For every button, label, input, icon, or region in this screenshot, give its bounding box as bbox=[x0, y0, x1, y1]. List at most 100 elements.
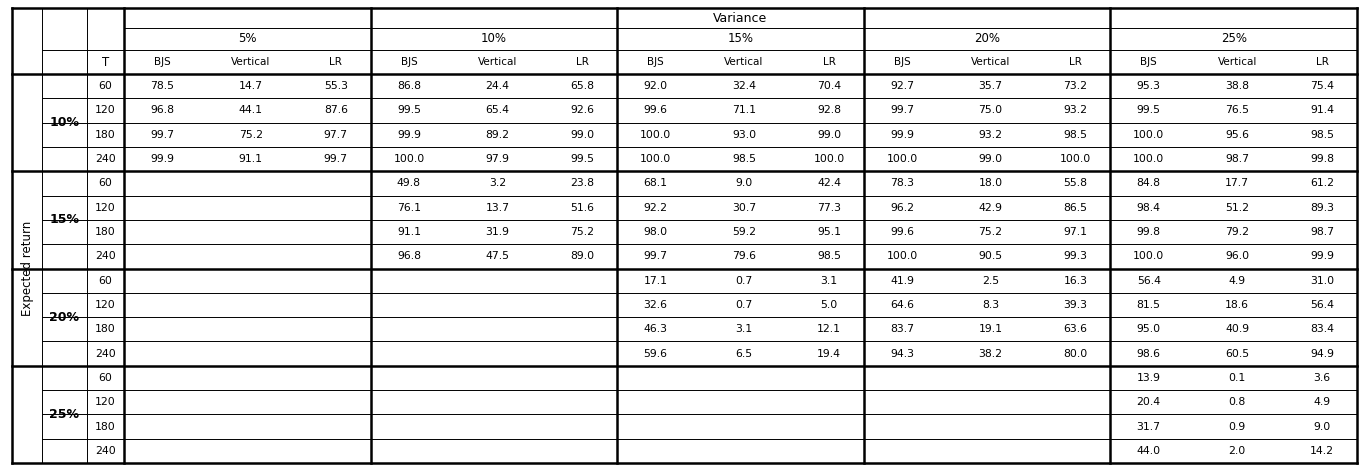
Text: 0.9: 0.9 bbox=[1228, 422, 1246, 431]
Text: 31.0: 31.0 bbox=[1310, 276, 1334, 285]
Text: 63.6: 63.6 bbox=[1063, 324, 1088, 334]
Text: 240: 240 bbox=[96, 252, 116, 261]
Text: 86.8: 86.8 bbox=[397, 81, 420, 91]
Text: 78.3: 78.3 bbox=[890, 179, 915, 188]
Text: 99.7: 99.7 bbox=[150, 130, 175, 140]
Text: 92.7: 92.7 bbox=[890, 81, 915, 91]
Text: 19.1: 19.1 bbox=[979, 324, 1002, 334]
Text: 5.0: 5.0 bbox=[820, 300, 838, 310]
Text: 96.8: 96.8 bbox=[150, 106, 175, 115]
Text: 19.4: 19.4 bbox=[818, 349, 841, 358]
Text: 0.7: 0.7 bbox=[736, 300, 752, 310]
Text: 98.7: 98.7 bbox=[1310, 227, 1334, 237]
Text: 92.0: 92.0 bbox=[643, 81, 667, 91]
Text: 93.2: 93.2 bbox=[1063, 106, 1088, 115]
Text: 18.0: 18.0 bbox=[979, 179, 1003, 188]
Text: 73.2: 73.2 bbox=[1063, 81, 1088, 91]
Text: 32.4: 32.4 bbox=[732, 81, 756, 91]
Text: 42.9: 42.9 bbox=[979, 203, 1002, 213]
Text: 0.1: 0.1 bbox=[1228, 373, 1246, 383]
Text: 99.8: 99.8 bbox=[1137, 227, 1160, 237]
Text: 100.0: 100.0 bbox=[886, 154, 917, 164]
Text: 94.9: 94.9 bbox=[1310, 349, 1334, 358]
Text: 25%: 25% bbox=[1220, 32, 1246, 46]
Text: 60: 60 bbox=[98, 81, 112, 91]
Text: 100.0: 100.0 bbox=[1133, 252, 1164, 261]
Text: 76.1: 76.1 bbox=[397, 203, 420, 213]
Text: 80.0: 80.0 bbox=[1063, 349, 1088, 358]
Text: 9.0: 9.0 bbox=[1313, 422, 1331, 431]
Text: BJS: BJS bbox=[1140, 57, 1158, 67]
Text: 100.0: 100.0 bbox=[1133, 154, 1164, 164]
Text: 51.6: 51.6 bbox=[571, 203, 594, 213]
Text: 95.0: 95.0 bbox=[1137, 324, 1160, 334]
Text: 99.7: 99.7 bbox=[643, 252, 667, 261]
Text: 99.0: 99.0 bbox=[571, 130, 594, 140]
Text: 96.0: 96.0 bbox=[1226, 252, 1249, 261]
Text: Vertical: Vertical bbox=[1218, 57, 1257, 67]
Text: 60: 60 bbox=[98, 179, 112, 188]
Text: 91.1: 91.1 bbox=[239, 154, 263, 164]
Text: 49.8: 49.8 bbox=[397, 179, 420, 188]
Text: BJS: BJS bbox=[894, 57, 910, 67]
Text: 98.5: 98.5 bbox=[1063, 130, 1088, 140]
Text: 6.5: 6.5 bbox=[736, 349, 752, 358]
Text: 95.1: 95.1 bbox=[818, 227, 841, 237]
Text: 70.4: 70.4 bbox=[816, 81, 841, 91]
Text: 17.1: 17.1 bbox=[643, 276, 667, 285]
Text: Variance: Variance bbox=[714, 11, 767, 24]
Text: 97.7: 97.7 bbox=[324, 130, 348, 140]
Text: 91.4: 91.4 bbox=[1310, 106, 1334, 115]
Text: 12.1: 12.1 bbox=[818, 324, 841, 334]
Text: 180: 180 bbox=[96, 130, 116, 140]
Text: 76.5: 76.5 bbox=[1226, 106, 1249, 115]
Text: 15%: 15% bbox=[49, 213, 79, 227]
Text: 120: 120 bbox=[96, 397, 116, 407]
Text: 79.6: 79.6 bbox=[732, 252, 756, 261]
Text: 99.5: 99.5 bbox=[1137, 106, 1160, 115]
Text: 75.2: 75.2 bbox=[571, 227, 594, 237]
Text: 32.6: 32.6 bbox=[643, 300, 667, 310]
Text: 39.3: 39.3 bbox=[1063, 300, 1088, 310]
Text: 60: 60 bbox=[98, 373, 112, 383]
Text: 59.6: 59.6 bbox=[643, 349, 667, 358]
Text: 100.0: 100.0 bbox=[1061, 154, 1091, 164]
Text: 240: 240 bbox=[96, 154, 116, 164]
Text: 0.8: 0.8 bbox=[1228, 397, 1246, 407]
Text: 47.5: 47.5 bbox=[486, 252, 509, 261]
Text: 14.7: 14.7 bbox=[239, 81, 263, 91]
Text: 90.5: 90.5 bbox=[979, 252, 1003, 261]
Text: 64.6: 64.6 bbox=[890, 300, 915, 310]
Text: 240: 240 bbox=[96, 349, 116, 358]
Text: 98.5: 98.5 bbox=[1310, 130, 1334, 140]
Text: 65.4: 65.4 bbox=[486, 106, 509, 115]
Text: 46.3: 46.3 bbox=[643, 324, 667, 334]
Text: 13.7: 13.7 bbox=[486, 203, 509, 213]
Text: 16.3: 16.3 bbox=[1063, 276, 1088, 285]
Text: 99.6: 99.6 bbox=[890, 227, 915, 237]
Text: 120: 120 bbox=[96, 106, 116, 115]
Text: 56.4: 56.4 bbox=[1310, 300, 1334, 310]
Text: 55.8: 55.8 bbox=[1063, 179, 1088, 188]
Text: 100.0: 100.0 bbox=[393, 154, 425, 164]
Text: 87.6: 87.6 bbox=[324, 106, 348, 115]
Text: 23.8: 23.8 bbox=[571, 179, 594, 188]
Text: 120: 120 bbox=[96, 203, 116, 213]
Text: 99.9: 99.9 bbox=[890, 130, 915, 140]
Text: 99.0: 99.0 bbox=[979, 154, 1003, 164]
Text: 84.8: 84.8 bbox=[1137, 179, 1160, 188]
Text: 4.9: 4.9 bbox=[1228, 276, 1246, 285]
Text: 38.2: 38.2 bbox=[979, 349, 1002, 358]
Text: LR: LR bbox=[329, 57, 343, 67]
Text: 18.6: 18.6 bbox=[1226, 300, 1249, 310]
Text: 2.5: 2.5 bbox=[981, 276, 999, 285]
Text: 92.6: 92.6 bbox=[571, 106, 594, 115]
Text: 99.9: 99.9 bbox=[397, 130, 420, 140]
Text: 94.3: 94.3 bbox=[890, 349, 915, 358]
Text: 120: 120 bbox=[96, 300, 116, 310]
Text: 79.2: 79.2 bbox=[1226, 227, 1249, 237]
Text: 41.9: 41.9 bbox=[890, 276, 915, 285]
Text: 20.4: 20.4 bbox=[1137, 397, 1160, 407]
Text: 20%: 20% bbox=[975, 32, 1001, 46]
Text: 92.2: 92.2 bbox=[643, 203, 667, 213]
